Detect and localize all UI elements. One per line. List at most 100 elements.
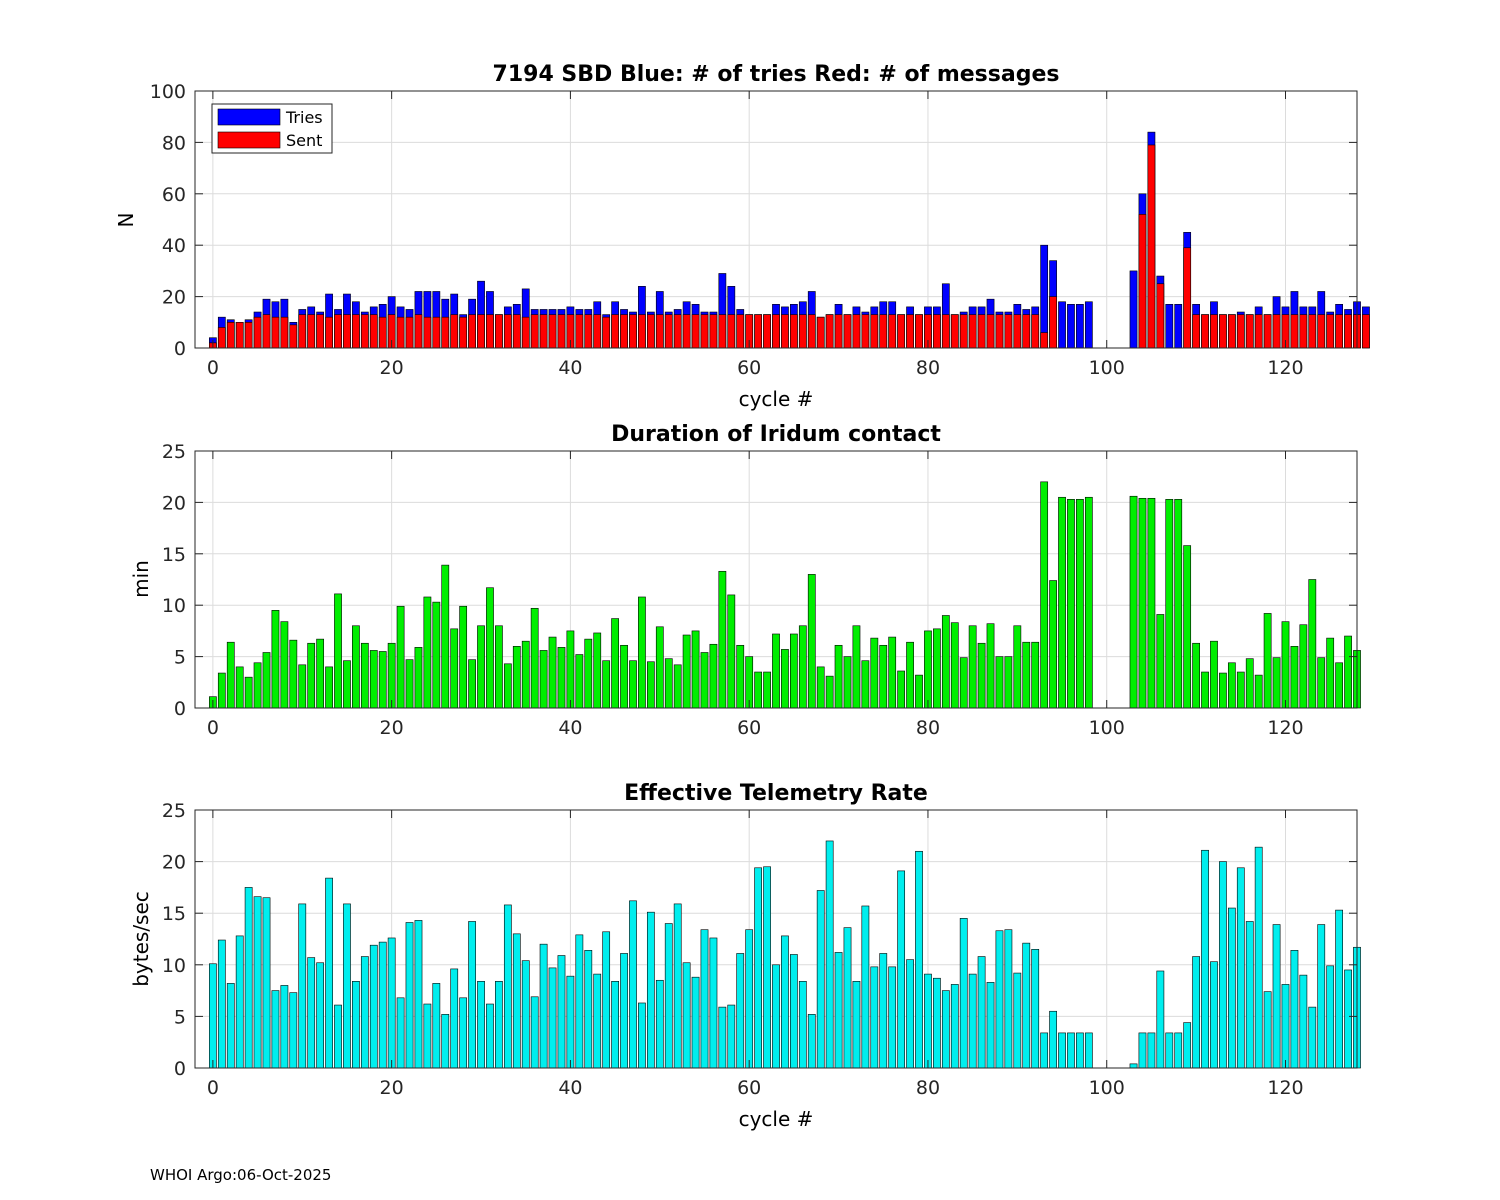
panel-rate-plot: 0 20 40 60 80 100 120 0 5 10 15 20 25 — [162, 800, 1361, 1099]
bar-rate-cycle-79 — [915, 850, 923, 1069]
bar-rate-cycle-87 — [986, 982, 995, 1069]
bar-sent-cycle-23 — [414, 314, 423, 349]
panel-duration-plot: 0 20 40 60 80 100 120 0 5 10 15 20 25 — [162, 441, 1361, 739]
panel-sbd-title: 7194 SBD Blue: # of tries Red: # of mess… — [493, 62, 1060, 87]
panel-rate-title: Effective Telemetry Rate — [624, 781, 928, 806]
bar-sent-cycle-19 — [378, 316, 387, 349]
bar-duration-cycle-70 — [834, 644, 843, 709]
bar-rate-cycle-29 — [468, 921, 476, 1069]
bar-rate-cycle-107 — [1165, 1032, 1174, 1069]
bar-sent-cycle-69 — [825, 314, 834, 349]
bar-duration-cycle-37 — [539, 650, 548, 709]
bar-rate-cycle-59 — [736, 953, 745, 1069]
bar-sent-cycle-106 — [1156, 283, 1165, 349]
bar-duration-cycle-49 — [646, 661, 655, 709]
bar-sent-cycle-129 — [1362, 314, 1370, 349]
bar-rate-cycle-20 — [387, 937, 396, 1069]
bar-rate-cycle-121 — [1290, 950, 1299, 1069]
bar-rate-cycle-120 — [1281, 984, 1290, 1069]
bar-sent-cycle-85 — [968, 314, 977, 349]
panel-sbd: 7194 SBD Blue: # of tries Red: # of mess… — [114, 62, 1370, 411]
bar-sent-cycle-39 — [557, 314, 566, 349]
bar-sent-cycle-76 — [888, 314, 897, 349]
bar-sent-cycle-118 — [1263, 314, 1272, 349]
bar-sent-cycle-110 — [1192, 314, 1200, 349]
bar-rate-cycle-90 — [1013, 972, 1022, 1069]
y-tick-label: 0 — [174, 698, 186, 720]
bar-rate-cycle-80 — [924, 973, 932, 1069]
bar-rate-cycle-23 — [414, 920, 423, 1069]
panel-rate: Effective Telemetry Rate bytes/sec cycle… — [129, 781, 1361, 1131]
legend-tries-swatch — [217, 108, 281, 126]
bar-sent-cycle-91 — [1022, 314, 1031, 349]
bar-sent-cycle-74 — [870, 314, 879, 349]
bar-sent-cycle-34 — [512, 314, 521, 349]
bar-duration-cycle-48 — [638, 596, 646, 709]
bar-sent-cycle-25 — [432, 316, 441, 349]
bar-rate-cycle-3 — [235, 935, 244, 1069]
bar-duration-cycle-32 — [495, 625, 503, 709]
bar-duration-cycle-8 — [280, 621, 289, 709]
bar-rate-cycle-41 — [575, 934, 584, 1069]
bar-duration-cycle-3 — [235, 666, 244, 709]
y-tick-label: 25 — [162, 441, 186, 463]
bar-duration-cycle-44 — [602, 660, 611, 709]
y-tick-label: 15 — [162, 903, 186, 925]
bar-rate-cycle-110 — [1192, 956, 1200, 1069]
bar-rate-cycle-45 — [611, 981, 619, 1069]
bar-duration-cycle-33 — [503, 663, 512, 709]
y-tick-label: 60 — [162, 184, 186, 206]
bar-sent-cycle-15 — [343, 314, 351, 349]
bar-duration-cycle-21 — [396, 605, 405, 709]
bar-sent-cycle-119 — [1272, 314, 1281, 349]
bar-tries-cycle-108 — [1174, 304, 1183, 349]
y-tick-label: 25 — [162, 800, 186, 822]
bar-sent-cycle-27 — [450, 314, 459, 349]
bar-rate-cycle-6 — [262, 897, 271, 1069]
x-tick-label: 80 — [916, 717, 940, 739]
bar-sent-cycle-124 — [1317, 314, 1326, 349]
bar-sent-cycle-16 — [352, 314, 360, 349]
bar-sent-cycle-28 — [459, 316, 468, 349]
bar-sent-cycle-46 — [620, 314, 628, 349]
bar-sent-cycle-58 — [727, 314, 736, 349]
bar-duration-cycle-81 — [933, 628, 941, 709]
bar-rate-cycle-30 — [477, 981, 485, 1069]
bar-rate-cycle-24 — [423, 1003, 432, 1069]
bar-duration-cycle-45 — [611, 618, 619, 709]
bar-duration-cycle-73 — [861, 660, 870, 709]
bar-rate-cycle-104 — [1138, 1032, 1147, 1069]
x-tick-label: 40 — [558, 1077, 582, 1099]
bar-rate-cycle-54 — [691, 976, 700, 1069]
bar-rate-cycle-53 — [682, 962, 691, 1069]
bar-duration-cycle-5 — [253, 662, 262, 709]
bar-rate-cycle-18 — [369, 944, 378, 1069]
bar-sent-cycle-68 — [816, 316, 825, 349]
bar-duration-cycle-77 — [897, 670, 906, 709]
bar-sent-cycle-43 — [593, 314, 602, 349]
bar-sent-cycle-67 — [807, 314, 816, 349]
bar-rate-cycle-19 — [378, 941, 387, 1069]
bar-sent-cycle-24 — [423, 316, 432, 349]
bar-duration-cycle-126 — [1335, 662, 1344, 709]
bar-rate-cycle-114 — [1227, 907, 1236, 1069]
bar-sent-cycle-18 — [369, 314, 378, 349]
bar-duration-cycle-84 — [959, 657, 968, 709]
bar-rate-cycle-27 — [450, 968, 459, 1069]
bar-rate-cycle-76 — [888, 966, 897, 1069]
y-tick-label: 5 — [174, 1006, 186, 1028]
bar-rate-cycle-72 — [852, 981, 861, 1069]
legend-sent-label: Sent — [286, 131, 322, 150]
bar-sent-cycle-52 — [673, 314, 682, 349]
bar-sent-cycle-51 — [664, 314, 673, 349]
bar-rate-cycle-66 — [798, 981, 807, 1069]
bar-tries-cycle-97 — [1076, 304, 1084, 349]
x-tick-label: 120 — [1267, 357, 1303, 379]
bar-sent-cycle-4 — [244, 321, 253, 349]
bar-duration-cycle-65 — [789, 633, 798, 709]
bar-sent-cycle-82 — [941, 314, 950, 349]
bar-rate-cycle-84 — [959, 918, 968, 1069]
bar-rate-cycle-32 — [495, 981, 503, 1069]
bar-duration-cycle-26 — [441, 564, 450, 709]
